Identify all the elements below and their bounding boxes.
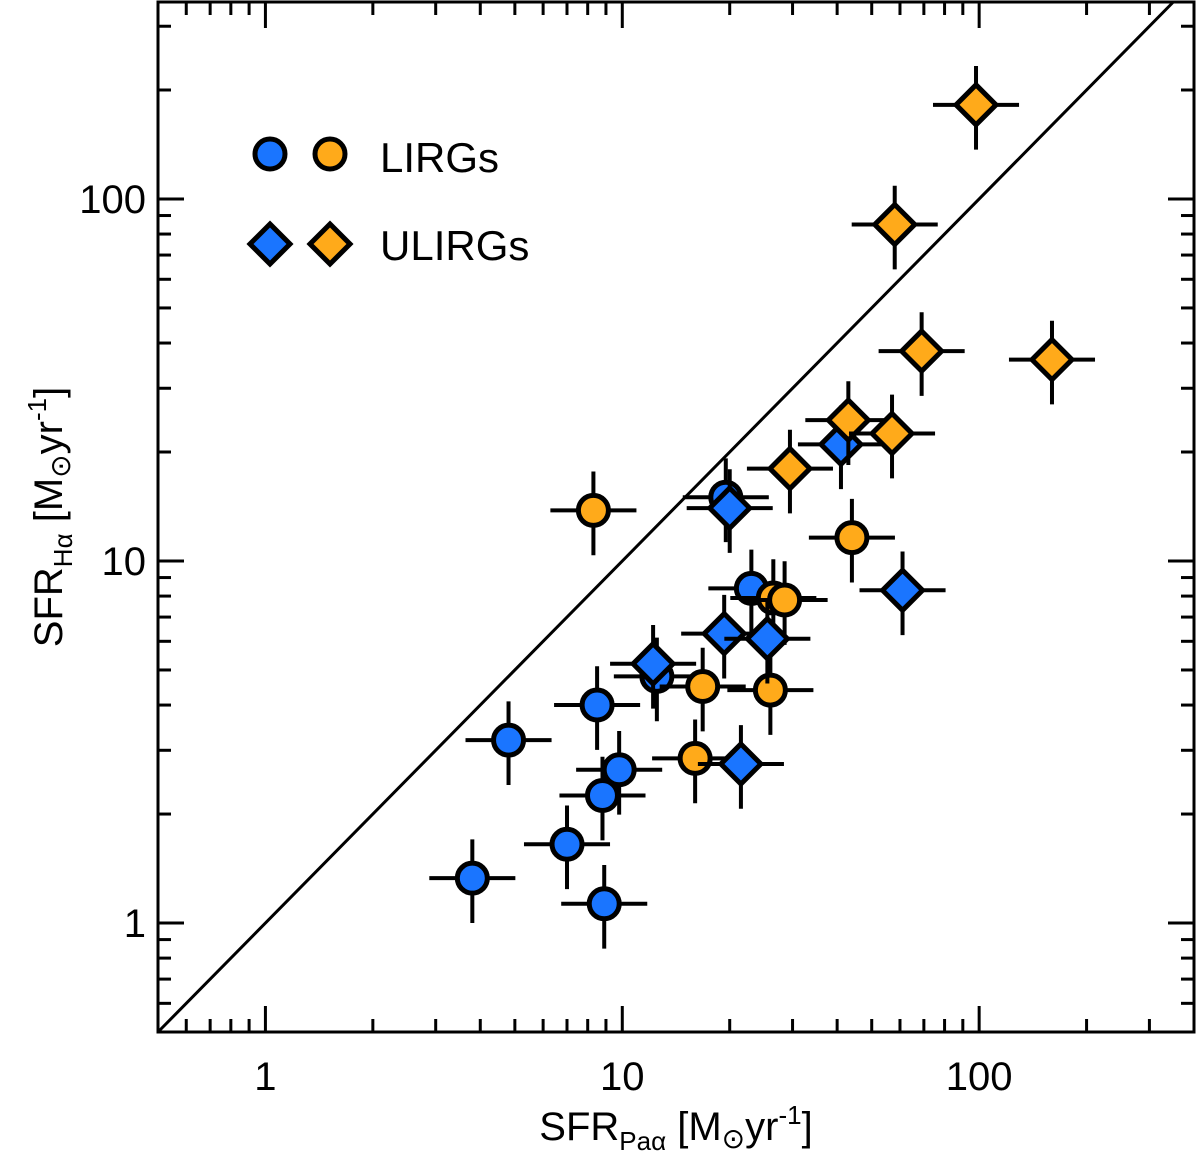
point-marker-diamond bbox=[766, 445, 814, 493]
legend-diamond-blue bbox=[246, 220, 294, 268]
y-axis-label: SFRHα [M⊙yr-1] bbox=[22, 387, 78, 647]
data-points bbox=[429, 66, 1096, 949]
data-point bbox=[523, 805, 611, 890]
data-point bbox=[746, 429, 833, 514]
data-point bbox=[1008, 320, 1096, 405]
data-point bbox=[610, 624, 697, 709]
axis-tick-labels: 1 10 100 1 10 100 bbox=[79, 178, 1012, 1099]
point-marker-diamond bbox=[879, 566, 927, 614]
data-point bbox=[808, 498, 895, 583]
x-axis-label: SFRPaα [M⊙yr-1] bbox=[539, 1100, 812, 1156]
point-marker-diamond bbox=[629, 640, 677, 688]
legend-circle-orange bbox=[312, 136, 348, 172]
data-point bbox=[561, 864, 648, 949]
one-to-one-line bbox=[156, 0, 1175, 1034]
data-point bbox=[681, 594, 768, 679]
legend: LIRGs ULIRGs bbox=[246, 134, 529, 269]
point-marker-diamond bbox=[898, 327, 946, 375]
point-marker-circle bbox=[454, 860, 490, 896]
point-marker-circle bbox=[685, 669, 721, 705]
point-marker-diamond bbox=[868, 409, 916, 458]
point-marker-diamond bbox=[700, 610, 748, 658]
data-point bbox=[659, 647, 746, 732]
legend-label-ulirgs: ULIRGs bbox=[380, 222, 529, 269]
point-marker-diamond bbox=[1028, 336, 1076, 384]
data-point bbox=[727, 651, 814, 735]
point-marker-circle bbox=[767, 582, 803, 618]
data-point bbox=[878, 312, 965, 396]
legend-circle-blue bbox=[252, 136, 288, 172]
data-point bbox=[550, 471, 637, 556]
data-point bbox=[465, 701, 552, 785]
x-tick-label: 10 bbox=[600, 1055, 645, 1099]
data-point bbox=[849, 394, 936, 479]
data-point bbox=[686, 469, 773, 553]
point-marker-circle bbox=[586, 886, 622, 922]
data-point bbox=[429, 839, 516, 924]
legend-diamond-orange bbox=[306, 220, 354, 268]
point-marker-diamond bbox=[743, 615, 791, 663]
data-point bbox=[554, 666, 641, 750]
point-marker-circle bbox=[834, 520, 870, 556]
y-tick-label: 1 bbox=[124, 902, 146, 946]
point-marker-circle bbox=[579, 687, 615, 723]
point-marker-diamond bbox=[871, 200, 919, 249]
axis-ticks bbox=[156, 2, 1196, 1034]
data-point bbox=[805, 381, 892, 465]
y-tick-label: 100 bbox=[79, 178, 146, 222]
point-marker-circle bbox=[549, 826, 585, 862]
point-marker-circle bbox=[752, 672, 788, 708]
legend-label-lirgs: LIRGs bbox=[380, 134, 499, 181]
data-point bbox=[851, 185, 938, 270]
point-marker-diamond bbox=[824, 396, 872, 444]
data-point bbox=[741, 561, 828, 645]
data-point bbox=[724, 599, 811, 684]
data-point bbox=[859, 551, 946, 636]
point-marker-diamond bbox=[717, 740, 765, 788]
point-marker-circle bbox=[601, 752, 637, 788]
data-point bbox=[576, 730, 663, 815]
point-marker-circle bbox=[677, 740, 713, 776]
x-tick-label: 1 bbox=[254, 1055, 276, 1099]
data-point bbox=[697, 725, 784, 809]
data-point bbox=[932, 66, 1020, 150]
y-tick-label: 10 bbox=[102, 540, 147, 584]
point-marker-circle bbox=[575, 492, 611, 528]
point-marker-circle bbox=[491, 722, 527, 758]
plot-frame bbox=[156, 0, 1196, 1034]
x-tick-label: 100 bbox=[946, 1055, 1013, 1099]
point-marker-diamond bbox=[952, 81, 1000, 129]
point-marker-diamond bbox=[706, 484, 754, 532]
